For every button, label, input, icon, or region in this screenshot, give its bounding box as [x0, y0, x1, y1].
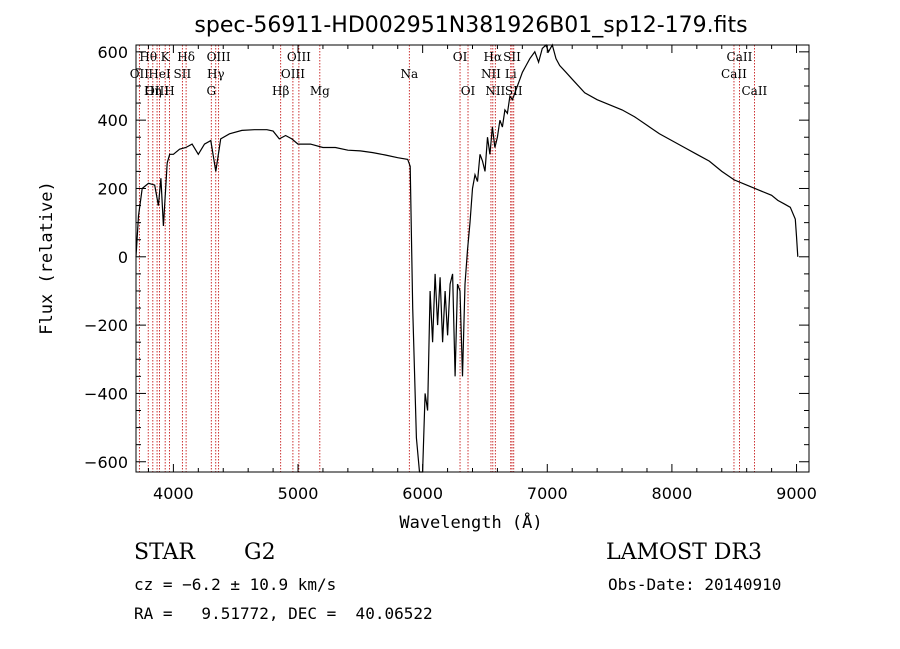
y-tick-label: 600: [97, 43, 128, 62]
spectral-line-label: Mg: [310, 84, 330, 98]
x-tick-label: 7000: [527, 484, 568, 503]
spectral-line-label: Hδ: [177, 50, 195, 64]
redshift-text: cz = −6.2 ± 10.9 km/s: [134, 575, 337, 594]
obs-date: Obs-Date: 20140910: [608, 575, 782, 594]
spectral-line-label: Li: [505, 67, 517, 81]
spectral-line-markers: [138, 45, 755, 472]
plot-frame: [135, 44, 810, 473]
y-axis-ticks: −600 −400 −200 0 200 400 600: [84, 43, 809, 472]
spectral-line-label: SII: [174, 67, 192, 81]
spectral-line-label: HeI: [148, 67, 171, 81]
spectral-line-label: K: [161, 50, 171, 64]
spectral-line-label: Hα: [484, 50, 503, 64]
spectral-line-label: CaII: [727, 50, 753, 64]
spectral-line-label: Hθ: [139, 50, 157, 64]
x-tick-label: 9000: [776, 484, 817, 503]
spectral-line-label: OIII: [281, 67, 305, 81]
spectral-line-label: CaII: [741, 84, 767, 98]
x-tick-label: 8000: [652, 484, 693, 503]
object-subclass: G2: [244, 540, 276, 565]
spectral-line-label: OIII: [207, 50, 231, 64]
spectral-line-label: Hη: [144, 84, 162, 98]
spectral-line-label: SII: [505, 84, 523, 98]
spectral-line-label: NII: [485, 84, 505, 98]
spectral-line-label: CaII: [721, 67, 747, 81]
chart-title: spec-56911-HD002951N381926B01_sp12-179.f…: [194, 13, 747, 38]
spectral-line-label: Na: [400, 67, 418, 81]
spectral-line-label: Hβ: [272, 84, 289, 98]
flux-series-line: [135, 43, 799, 473]
y-axis-label: Flux (relative): [37, 181, 57, 335]
y-tick-label: −200: [84, 316, 128, 335]
spectral-line-label: NII: [481, 67, 501, 81]
spectral-line-label: OIII: [287, 50, 311, 64]
spectral-line-label: OI: [453, 50, 468, 64]
spectral-line-label: OIII: [145, 84, 169, 98]
ra-dec: RA = 9.51772, DEC = 40.06522: [134, 604, 433, 623]
x-axis-label: Wavelength (Å): [399, 511, 542, 533]
spectral-line-label: SII: [503, 50, 521, 64]
x-tick-label: 6000: [402, 484, 443, 503]
y-tick-label: 200: [97, 179, 128, 198]
y-tick-label: −600: [84, 453, 128, 472]
y-tick-label: 400: [97, 111, 128, 130]
spectral-line-label: OI: [461, 84, 476, 98]
x-tick-label: 5000: [278, 484, 319, 503]
spectral-line-label: H: [164, 84, 174, 98]
survey-name: LAMOST DR3: [606, 540, 762, 565]
y-tick-label: 0: [118, 248, 128, 267]
spectral-line-label: OII: [130, 67, 150, 81]
y-tick-label: −400: [84, 384, 128, 403]
spectral-line-label: G: [206, 84, 216, 98]
object-class: STAR: [134, 540, 195, 565]
x-tick-label: 4000: [153, 484, 194, 503]
x-axis-ticks: 4000 5000 6000 7000 8000 9000: [147, 45, 817, 503]
spectral-line-label: Hγ: [207, 67, 225, 81]
